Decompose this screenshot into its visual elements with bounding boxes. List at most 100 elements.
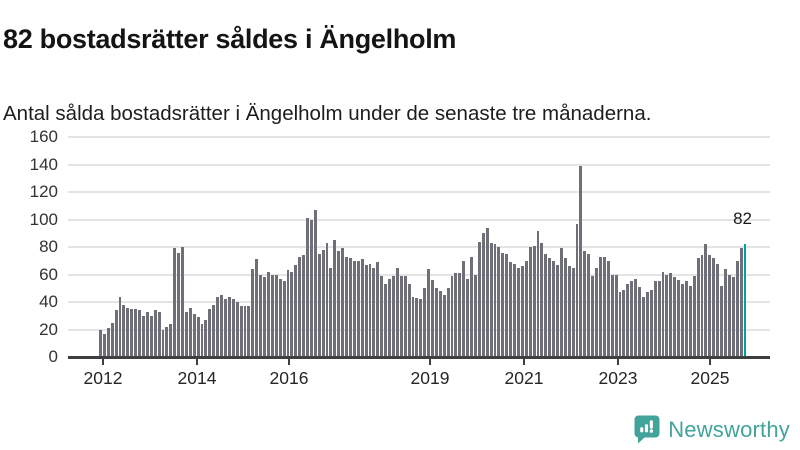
- bar: [181, 247, 184, 357]
- bar: [567, 266, 571, 357]
- bar: [212, 304, 216, 357]
- bar: [481, 233, 485, 357]
- bar: [184, 311, 188, 357]
- bar: [427, 269, 431, 357]
- gridline: [68, 328, 770, 331]
- bar: [618, 292, 622, 357]
- bar: [536, 230, 540, 357]
- chart-title: 82 bostadsrätter såldes i Ängelholm: [3, 24, 457, 55]
- bar: [739, 248, 743, 357]
- bar: [224, 299, 227, 357]
- bar: [243, 306, 247, 357]
- bar: [724, 269, 727, 357]
- bar: [505, 253, 509, 357]
- bar: [388, 278, 391, 357]
- chart-subtitle: Antal sålda bostadsrätter i Ängelholm un…: [3, 101, 652, 125]
- bar: [368, 263, 372, 357]
- bar: [274, 274, 278, 357]
- bar: [235, 302, 239, 357]
- bar: [712, 258, 716, 357]
- bar: [204, 319, 208, 357]
- bar: [169, 324, 173, 357]
- bars-container: [99, 137, 747, 357]
- bar: [626, 284, 630, 357]
- bar: [470, 256, 473, 357]
- bar: [266, 271, 270, 357]
- bar: [239, 306, 243, 357]
- bar: [372, 267, 376, 357]
- bar: [516, 267, 520, 357]
- bar: [571, 267, 575, 357]
- x-tick-mark: [102, 359, 104, 365]
- y-tick-label: 100: [29, 209, 58, 229]
- bar: [700, 255, 704, 357]
- bar: [302, 255, 306, 357]
- bar: [329, 267, 333, 357]
- bar: [622, 289, 626, 357]
- bar: [118, 296, 122, 357]
- bar: [290, 271, 294, 357]
- bar: [356, 260, 360, 357]
- x-tick-mark: [196, 359, 198, 365]
- bar: [333, 240, 337, 357]
- bar: [278, 278, 282, 357]
- bar: [489, 242, 493, 357]
- x-tick-label: 2019: [410, 368, 450, 388]
- x-tick-mark: [709, 359, 711, 365]
- bar: [559, 248, 563, 357]
- bar: [259, 274, 263, 357]
- x-tick-mark: [617, 359, 619, 365]
- bar: [520, 266, 524, 357]
- bar: [524, 260, 528, 357]
- bar: [653, 281, 657, 357]
- bar: [286, 270, 290, 357]
- x-tick-mark: [523, 359, 525, 365]
- bar: [649, 289, 653, 357]
- bar: [399, 275, 403, 357]
- y-tick-label: 80: [39, 237, 58, 256]
- bar: [196, 317, 200, 357]
- bar: [216, 296, 220, 357]
- bar: [251, 269, 255, 357]
- bar: [634, 278, 638, 357]
- bar: [602, 256, 606, 357]
- bar: [423, 288, 427, 357]
- bar: [450, 275, 454, 357]
- bar: [583, 251, 587, 357]
- bar: [403, 275, 407, 357]
- bar: [352, 260, 356, 357]
- bar: [434, 288, 438, 357]
- bar: [110, 322, 114, 357]
- bar: [407, 284, 411, 357]
- bar: [466, 278, 470, 357]
- bar: [192, 314, 196, 357]
- bar: [677, 280, 681, 357]
- latest-value-label: 82: [733, 209, 752, 228]
- bar: [446, 288, 450, 357]
- bar: [532, 245, 536, 357]
- bar: [134, 308, 138, 357]
- bar: [321, 249, 325, 357]
- bar: [161, 329, 165, 357]
- newsworthy-bubble-chart-icon: [634, 415, 660, 445]
- bar: [540, 242, 544, 357]
- bar: [673, 277, 677, 357]
- bar: [208, 308, 212, 357]
- bar: [349, 258, 352, 357]
- bar: [415, 297, 419, 357]
- bar: [317, 253, 321, 357]
- bar: [669, 273, 673, 357]
- bar: [485, 227, 489, 357]
- gridline: [68, 163, 770, 166]
- bar: [173, 248, 177, 357]
- bar: [376, 262, 380, 357]
- bar: [544, 253, 548, 357]
- bar: [341, 248, 345, 357]
- bar: [731, 277, 735, 357]
- bar: [138, 310, 141, 357]
- bar: [145, 311, 149, 357]
- bar: [442, 295, 446, 357]
- bar: [227, 296, 231, 357]
- bar: [157, 311, 161, 357]
- bar-chart: 0 20 40 60 80 100 120 140 160 2012 2014 2016 2019 20…: [29, 127, 770, 388]
